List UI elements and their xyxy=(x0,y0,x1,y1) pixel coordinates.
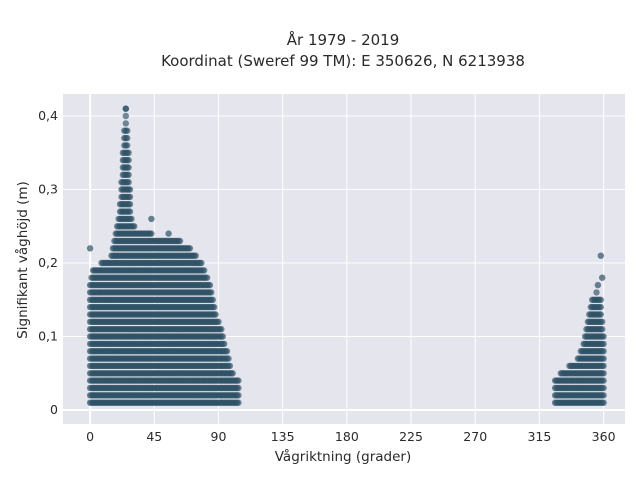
chart-title-line-2: Koordinat (Sweref 99 TM): E 350626, N 62… xyxy=(161,52,525,70)
data-point xyxy=(126,186,134,193)
data-point xyxy=(229,370,236,377)
data-point xyxy=(124,142,131,149)
data-point xyxy=(125,164,132,171)
data-point xyxy=(192,252,199,259)
data-point xyxy=(597,303,604,311)
data-point xyxy=(125,156,132,164)
data-point xyxy=(600,348,607,355)
y-tick-label: 0,4 xyxy=(38,108,58,123)
data-point xyxy=(125,149,132,156)
data-point xyxy=(600,392,607,399)
x-axis-label: Vågriktning (grader) xyxy=(275,448,412,465)
data-point xyxy=(128,215,135,223)
data-point xyxy=(122,120,129,127)
data-point xyxy=(148,215,155,223)
data-point xyxy=(124,134,131,142)
data-point xyxy=(600,340,607,348)
data-point xyxy=(600,384,607,392)
x-tick-label: 360 xyxy=(592,429,616,444)
data-point xyxy=(594,281,602,289)
data-point xyxy=(600,362,607,370)
data-point xyxy=(208,289,215,296)
data-point xyxy=(122,112,129,120)
x-tick-label: 90 xyxy=(211,429,227,444)
data-point xyxy=(215,318,222,325)
data-point xyxy=(203,274,211,281)
data-point xyxy=(599,274,606,281)
data-point xyxy=(600,377,607,384)
data-points xyxy=(86,105,607,406)
data-point xyxy=(209,296,216,303)
x-tick-label: 225 xyxy=(399,429,423,444)
data-point xyxy=(600,333,607,340)
y-tick-label: 0 xyxy=(50,402,58,417)
x-tick-label: 45 xyxy=(146,429,162,444)
data-point xyxy=(600,355,607,362)
data-point xyxy=(599,318,606,325)
y-tick-label: 0,1 xyxy=(38,329,58,344)
chart-title-line-1: År 1979 - 2019 xyxy=(287,30,400,49)
y-tick-label: 0,2 xyxy=(38,255,58,270)
x-tick-label: 270 xyxy=(463,429,487,444)
chart-title: År 1979 - 2019 Koordinat (Sweref 99 TM):… xyxy=(161,30,525,70)
data-point xyxy=(235,377,242,384)
data-point xyxy=(600,370,607,377)
data-point xyxy=(597,311,604,318)
data-point xyxy=(235,399,242,406)
y-tick-label: 0,3 xyxy=(38,182,58,197)
x-tick-label: 135 xyxy=(271,429,295,444)
data-point xyxy=(125,171,132,178)
data-point xyxy=(124,127,131,134)
data-point xyxy=(148,230,155,237)
data-point xyxy=(235,384,242,392)
data-point xyxy=(186,245,194,252)
data-point xyxy=(165,230,172,237)
data-point xyxy=(176,237,184,245)
data-point xyxy=(225,355,232,362)
data-point xyxy=(211,303,218,311)
data-point xyxy=(126,201,134,208)
y-axis-ticks: 0 0,1 0,2 0,3 0,4 xyxy=(38,108,58,417)
x-tick-label: 0 xyxy=(86,429,94,444)
data-point xyxy=(599,326,606,333)
x-axis-ticks: 0 45 90 135 180 225 270 315 360 xyxy=(86,429,615,444)
y-axis-label: Signifikant våghöjd (m) xyxy=(14,181,31,339)
data-point xyxy=(597,252,604,259)
data-point xyxy=(126,193,134,201)
data-point xyxy=(206,281,214,289)
grid-lines xyxy=(63,94,625,424)
data-point xyxy=(235,392,242,399)
data-point xyxy=(226,362,234,370)
x-tick-label: 180 xyxy=(335,429,359,444)
data-point xyxy=(126,208,134,215)
data-point xyxy=(212,311,219,318)
x-tick-label: 315 xyxy=(527,429,551,444)
data-point xyxy=(131,223,138,230)
data-point xyxy=(600,399,607,406)
data-point xyxy=(218,326,225,333)
data-point xyxy=(221,340,228,348)
data-point xyxy=(125,179,132,186)
data-point xyxy=(593,289,600,296)
data-point xyxy=(219,333,226,340)
data-point xyxy=(86,245,94,252)
data-point xyxy=(597,296,604,303)
data-point xyxy=(122,105,129,112)
data-point xyxy=(198,259,205,267)
data-point xyxy=(223,348,231,355)
data-point xyxy=(201,267,208,274)
